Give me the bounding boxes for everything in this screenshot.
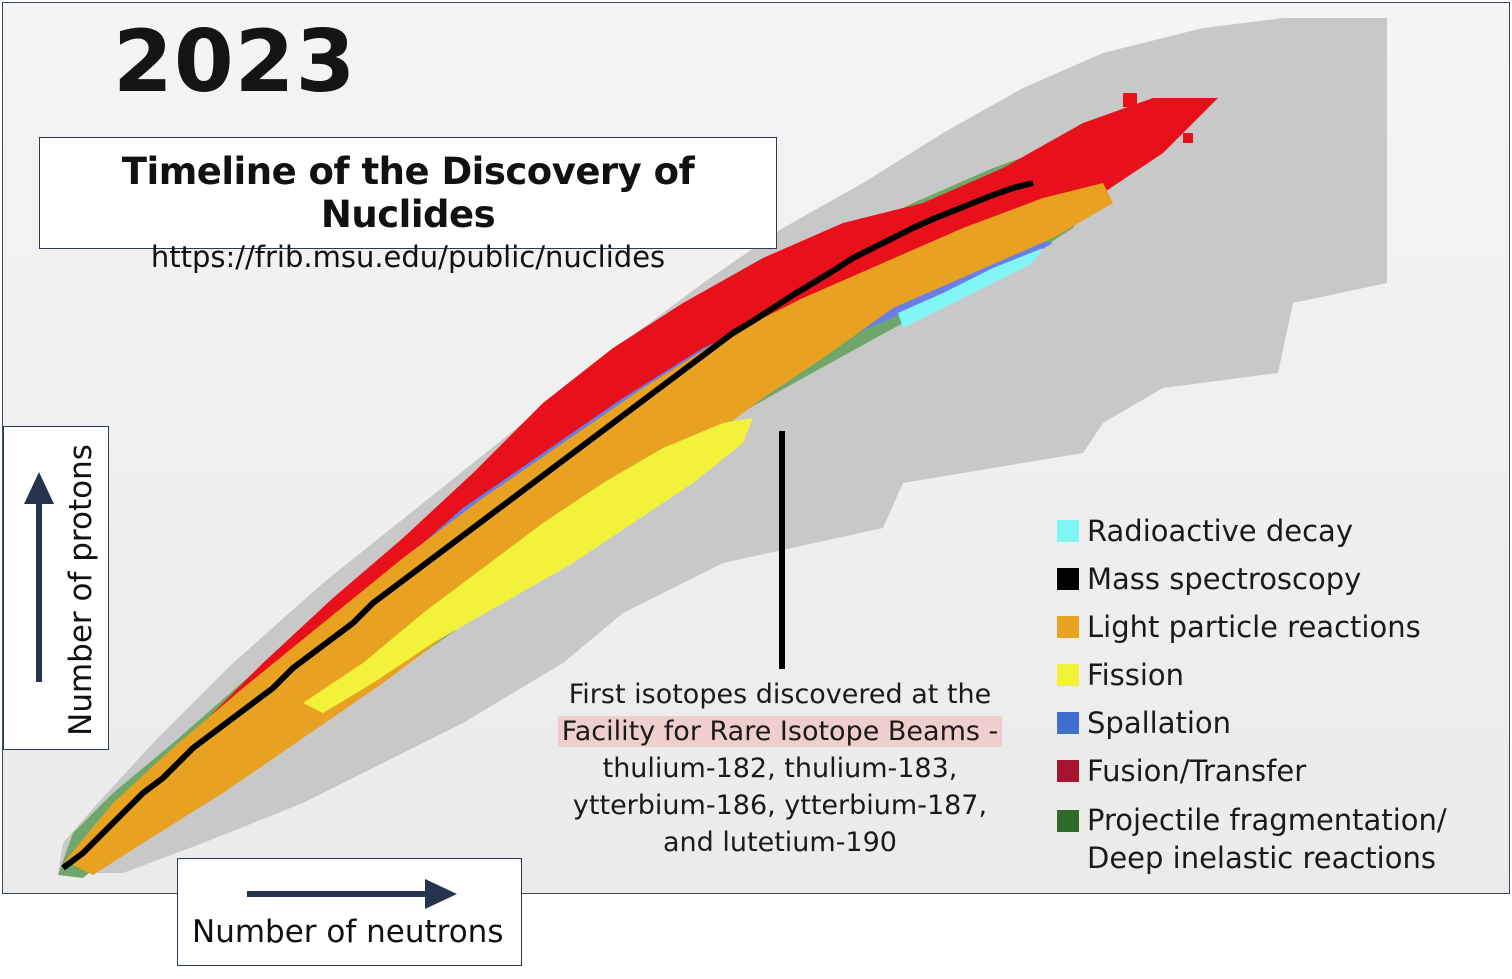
legend-swatch xyxy=(1057,568,1079,590)
y-axis-label: Number of protons xyxy=(63,444,99,736)
annotation-pointer-line xyxy=(779,431,785,669)
legend-label: Mass spectroscopy xyxy=(1087,562,1362,596)
source-url[interactable]: https://frib.msu.edu/public/nuclides xyxy=(150,240,666,274)
legend-label: Radioactive decay xyxy=(1087,514,1353,548)
annotation-line-4: ytterbium-186, ytterbium-187, xyxy=(572,790,988,821)
year-label: 2023 xyxy=(113,12,357,112)
radioactive-region xyxy=(898,248,1043,328)
legend-label: Fission xyxy=(1087,658,1185,692)
annotation-line-3: thulium-182, thulium-183, xyxy=(602,753,958,784)
legend-label: Fusion/Transfer xyxy=(1087,754,1307,788)
legend-swatch xyxy=(1057,760,1079,782)
title-box: Timeline of the Discovery of Nuclides ht… xyxy=(39,137,777,274)
legend-label: Light particle reactions xyxy=(1087,610,1421,644)
frib-annotation: First isotopes discovered at the Facilit… xyxy=(520,676,1040,861)
annotation-line-5: and lutetium-190 xyxy=(663,827,897,858)
legend-label: Projectile fragmentation/ xyxy=(1087,803,1447,837)
mass-spectroscopy-line xyxy=(61,180,1034,871)
fission-region xyxy=(303,418,753,713)
legend: Radioactive decay Mass spectroscopy Ligh… xyxy=(1057,507,1497,881)
legend-label-line-2: Deep inelastic reactions xyxy=(1087,841,1436,875)
annotation-line-1: First isotopes discovered at the xyxy=(568,679,992,710)
legend-swatch xyxy=(1057,712,1079,734)
legend-item-radioactive-decay: Radioactive decay xyxy=(1057,507,1497,555)
x-axis-label: Number of neutrons xyxy=(192,914,504,950)
legend-label: Spallation xyxy=(1087,706,1232,740)
legend-item-mass-spectroscopy: Mass spectroscopy xyxy=(1057,555,1497,603)
x-axis-label-box xyxy=(177,858,522,966)
legend-item-projectile-fragmentation: Projectile fragmentation/ Deep inelastic… xyxy=(1057,795,1497,881)
legend-item-fusion-transfer: Fusion/Transfer xyxy=(1057,747,1497,795)
legend-swatch xyxy=(1057,520,1079,542)
nuclide-chart xyxy=(58,18,1387,878)
chart-title: Timeline of the Discovery of Nuclides xyxy=(121,150,695,236)
legend-item-light-particle-reactions: Light particle reactions xyxy=(1057,603,1497,651)
legend-swatch xyxy=(1057,664,1079,686)
legend-swatch xyxy=(1057,810,1079,832)
upper-edge-speckles xyxy=(1073,93,1193,165)
y-axis-label-box xyxy=(3,426,109,750)
legend-swatch xyxy=(1057,616,1079,638)
annotation-line-2: Facility for Rare Isotope Beams - xyxy=(557,716,1003,747)
legend-item-fission: Fission xyxy=(1057,651,1497,699)
legend-item-spallation: Spallation xyxy=(1057,699,1497,747)
